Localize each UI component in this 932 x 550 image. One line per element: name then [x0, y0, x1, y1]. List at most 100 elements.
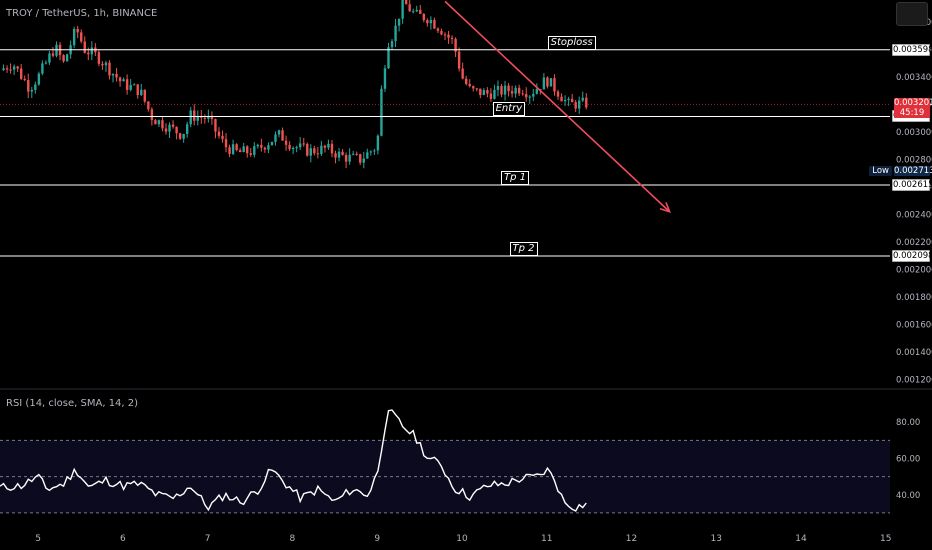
rsi-title: RSI (14, close, SMA, 14, 2) — [6, 398, 139, 409]
candle-body — [327, 143, 330, 148]
candle-body — [330, 143, 334, 154]
price-tick-label: 0.001200 — [896, 376, 932, 386]
candle-body — [140, 89, 143, 96]
candle-body — [362, 158, 365, 163]
candle-body — [426, 20, 429, 24]
candle-body — [23, 78, 26, 81]
trend-arrow[interactable] — [444, 0, 671, 214]
candle-body — [108, 62, 111, 76]
candle-body — [90, 47, 94, 55]
candle-body — [535, 89, 539, 94]
candle-body — [549, 78, 553, 87]
candle-body — [461, 68, 464, 79]
candle-body — [267, 145, 270, 150]
stoploss-label: Stoploss — [547, 35, 596, 50]
candle-body — [433, 19, 436, 29]
candle-body — [401, 0, 404, 19]
time-tick-label: 11 — [541, 534, 552, 544]
candle-body — [260, 144, 263, 148]
candle-body — [348, 154, 351, 162]
time-axis[interactable]: 5 6 7 8 9 10 11 12 13 14 15 — [35, 534, 891, 544]
low-label: Low — [869, 166, 892, 177]
candle-body — [129, 85, 132, 90]
time-tick-label: 12 — [626, 534, 637, 544]
candle-body — [387, 47, 390, 69]
candle-body — [263, 147, 267, 150]
candle-body — [164, 128, 168, 132]
gear-icon[interactable] — [896, 2, 928, 26]
bar-countdown: 45:19 — [899, 108, 925, 119]
candle-body — [369, 151, 373, 153]
candle-body — [48, 53, 51, 63]
candle-body — [256, 144, 260, 147]
candle-body — [493, 89, 496, 99]
candle-body — [486, 90, 489, 94]
candle-body — [72, 28, 76, 46]
candle-body — [83, 41, 86, 53]
candle-body — [316, 153, 320, 155]
candle-body — [154, 120, 157, 125]
candle-body — [65, 54, 69, 62]
candle-body — [171, 124, 175, 127]
candle-body — [235, 144, 238, 151]
candle-body — [457, 51, 461, 69]
candle-body — [9, 69, 12, 71]
candle-body — [200, 116, 203, 118]
candle-body — [185, 124, 189, 134]
candle-body — [298, 143, 302, 148]
tp1-label: Tp 1 — [501, 170, 530, 185]
candlestick-series — [2, 0, 588, 169]
rsi-line — [0, 409, 587, 512]
current-price-tag: 0.003201 45:19 — [894, 98, 932, 119]
tp2-price-tag: 0.002098 — [892, 250, 932, 263]
candle-body — [454, 38, 457, 52]
candle-body — [553, 78, 556, 92]
price-axis[interactable]: 0.0038000.0036000.0034000.0032000.003000… — [0, 18, 932, 501]
candle-body — [351, 153, 355, 155]
candle-body — [111, 73, 115, 76]
candle-body — [380, 88, 383, 136]
candle-body — [193, 110, 196, 121]
candle-body — [150, 109, 154, 121]
candle-body — [37, 73, 41, 85]
candle-body — [281, 130, 284, 141]
stoploss-price-tag: 0.003598 — [892, 43, 932, 56]
candle-body — [415, 9, 418, 12]
candle-body — [115, 73, 118, 78]
candle-body — [532, 93, 535, 97]
candle-body — [270, 141, 274, 146]
candle-body — [489, 93, 493, 99]
candle-body — [12, 66, 16, 70]
candle-body — [30, 89, 33, 92]
candle-body — [274, 134, 277, 142]
time-tick-label: 5 — [35, 534, 41, 544]
time-tick-label: 10 — [456, 534, 468, 544]
candle-body — [101, 63, 104, 66]
candle-body — [238, 150, 242, 153]
candle-body — [528, 96, 531, 98]
rsi-tick-label: 80.00 — [896, 418, 920, 428]
candle-body — [468, 83, 471, 87]
trend-arrow-head — [659, 202, 671, 214]
candle-body — [5, 68, 9, 70]
candle-body — [436, 28, 440, 31]
candle-body — [440, 30, 443, 35]
candle-body — [397, 18, 401, 26]
candle-body — [323, 145, 327, 148]
candle-body — [355, 153, 358, 155]
candle-body — [178, 133, 182, 139]
candle-body — [291, 147, 295, 150]
candle-body — [249, 153, 252, 155]
candle-body — [341, 151, 344, 156]
trend-arrow-line — [444, 0, 671, 213]
candle-body — [570, 98, 574, 103]
candle-body — [136, 84, 139, 96]
candle-body — [408, 4, 411, 12]
candle-body — [500, 86, 503, 95]
